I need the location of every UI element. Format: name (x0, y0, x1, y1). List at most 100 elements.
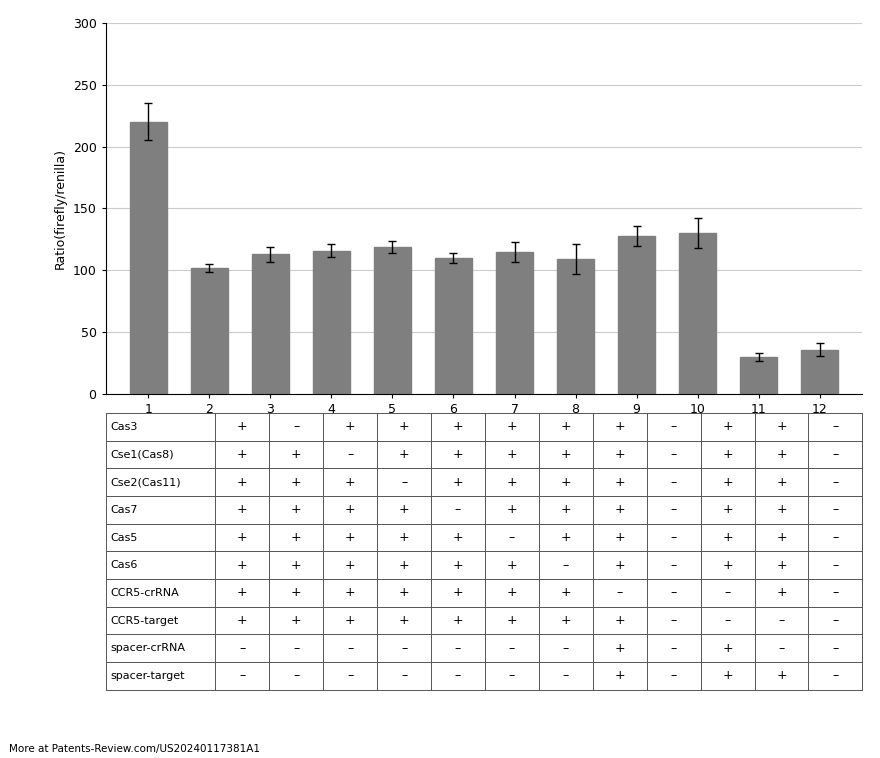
Text: +: + (452, 559, 463, 572)
Text: +: + (722, 642, 733, 655)
Text: Cas3: Cas3 (110, 422, 137, 432)
Text: +: + (614, 559, 625, 572)
Text: –: – (671, 559, 677, 572)
Text: +: + (345, 421, 356, 434)
Text: +: + (722, 559, 733, 572)
Text: +: + (776, 669, 787, 682)
Text: +: + (399, 531, 409, 544)
Text: –: – (401, 476, 407, 489)
Text: –: – (832, 669, 839, 682)
Text: +: + (614, 503, 625, 516)
Text: –: – (293, 642, 299, 655)
Text: +: + (237, 531, 247, 544)
Text: +: + (561, 614, 571, 627)
Text: +: + (291, 559, 302, 572)
Text: –: – (671, 476, 677, 489)
Text: +: + (399, 614, 409, 627)
Text: –: – (779, 642, 785, 655)
Text: +: + (452, 476, 463, 489)
Text: +: + (345, 559, 356, 572)
Text: –: – (509, 531, 515, 544)
Text: +: + (561, 448, 571, 461)
Text: –: – (671, 448, 677, 461)
Text: +: + (237, 421, 247, 434)
Text: –: – (832, 531, 839, 544)
Text: +: + (722, 448, 733, 461)
Text: +: + (452, 614, 463, 627)
Text: –: – (832, 503, 839, 516)
Text: +: + (237, 559, 247, 572)
Bar (679, 233, 716, 394)
Text: +: + (561, 587, 571, 600)
Text: +: + (776, 476, 787, 489)
Text: –: – (509, 642, 515, 655)
Text: +: + (614, 476, 625, 489)
Text: +: + (614, 448, 625, 461)
Text: +: + (561, 503, 571, 516)
Text: +: + (561, 476, 571, 489)
Text: –: – (562, 642, 569, 655)
Text: –: – (562, 559, 569, 572)
Text: spacer-target: spacer-target (110, 671, 185, 681)
Text: +: + (345, 476, 356, 489)
Text: –: – (293, 421, 299, 434)
Bar (252, 254, 289, 394)
Text: –: – (671, 531, 677, 544)
Text: –: – (401, 669, 407, 682)
Text: –: – (455, 503, 461, 516)
Text: spacer-crRNA: spacer-crRNA (110, 644, 185, 653)
Bar (436, 258, 472, 394)
Text: +: + (507, 614, 517, 627)
Text: +: + (345, 503, 356, 516)
Text: –: – (671, 587, 677, 600)
Text: –: – (832, 448, 839, 461)
Text: +: + (776, 448, 787, 461)
Text: +: + (237, 614, 247, 627)
Text: +: + (452, 587, 463, 600)
Text: CCR5-target: CCR5-target (110, 615, 179, 625)
Text: +: + (291, 614, 302, 627)
Bar (496, 252, 532, 394)
Text: –: – (832, 476, 839, 489)
Text: +: + (399, 503, 409, 516)
Text: –: – (239, 642, 246, 655)
Text: –: – (347, 669, 353, 682)
Text: +: + (722, 531, 733, 544)
Text: +: + (722, 476, 733, 489)
Text: +: + (561, 421, 571, 434)
Bar (130, 122, 166, 394)
Text: +: + (614, 421, 625, 434)
Text: –: – (671, 503, 677, 516)
Text: +: + (507, 587, 517, 600)
Text: +: + (291, 448, 302, 461)
Text: +: + (507, 421, 517, 434)
Text: –: – (832, 559, 839, 572)
Text: –: – (455, 669, 461, 682)
Text: +: + (614, 642, 625, 655)
Text: +: + (507, 448, 517, 461)
Text: +: + (722, 503, 733, 516)
Text: +: + (452, 421, 463, 434)
Text: +: + (237, 587, 247, 600)
Text: +: + (614, 614, 625, 627)
Text: –: – (832, 587, 839, 600)
Text: +: + (345, 531, 356, 544)
Text: +: + (776, 421, 787, 434)
Text: –: – (671, 421, 677, 434)
Y-axis label: Ratio(firefly/renilla): Ratio(firefly/renilla) (55, 148, 67, 269)
Text: –: – (671, 614, 677, 627)
Text: –: – (239, 669, 246, 682)
Text: +: + (291, 531, 302, 544)
Text: +: + (399, 587, 409, 600)
Text: +: + (291, 587, 302, 600)
Text: +: + (561, 531, 571, 544)
Text: +: + (776, 587, 787, 600)
Bar (802, 349, 838, 394)
Text: +: + (614, 669, 625, 682)
Text: +: + (399, 448, 409, 461)
Text: +: + (345, 587, 356, 600)
Text: +: + (291, 476, 302, 489)
Text: +: + (507, 476, 517, 489)
Text: +: + (776, 559, 787, 572)
Bar (191, 268, 228, 394)
